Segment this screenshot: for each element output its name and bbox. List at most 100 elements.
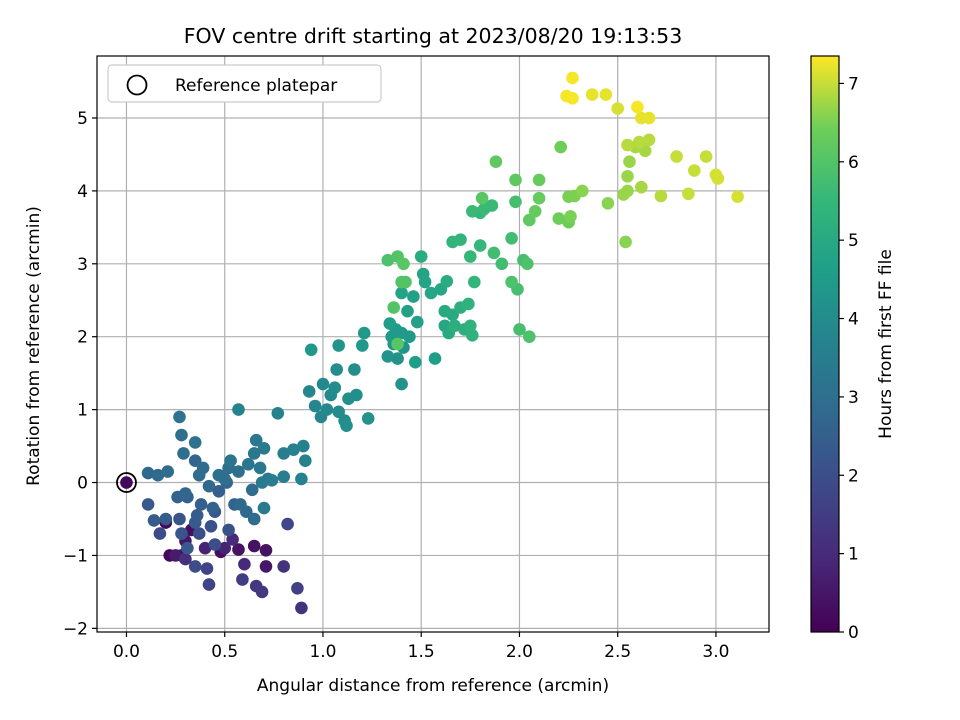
data-point bbox=[281, 517, 294, 531]
colorbar-tick-label: 1 bbox=[848, 545, 859, 565]
data-point bbox=[257, 501, 271, 515]
data-point bbox=[505, 275, 518, 289]
data-point bbox=[147, 514, 161, 527]
legend-box bbox=[107, 64, 382, 103]
data-point bbox=[194, 498, 208, 511]
data-point bbox=[466, 205, 479, 218]
data-point bbox=[222, 523, 235, 537]
data-point bbox=[304, 343, 318, 357]
data-point bbox=[308, 399, 322, 413]
data-point bbox=[173, 410, 186, 424]
reference-ring bbox=[116, 472, 137, 493]
x-tick-label: 3.0 bbox=[702, 642, 729, 662]
data-point bbox=[348, 363, 361, 376]
data-point bbox=[440, 275, 454, 288]
data-points bbox=[141, 71, 744, 615]
data-point bbox=[175, 428, 188, 442]
data-point bbox=[576, 184, 589, 198]
data-point bbox=[464, 319, 477, 333]
data-point bbox=[633, 135, 646, 149]
plot-area: 0.0 0.5 1.0 1.5 2.0 2.5 3.0 −2 −1 0 1 2 3 4 5 bbox=[63, 55, 770, 662]
data-point bbox=[175, 527, 188, 540]
data-point bbox=[277, 470, 291, 484]
data-point bbox=[295, 601, 308, 615]
data-point bbox=[409, 355, 422, 369]
data-point bbox=[173, 512, 186, 526]
data-point bbox=[190, 509, 204, 522]
data-point bbox=[253, 461, 267, 475]
data-point bbox=[619, 235, 632, 249]
data-point bbox=[631, 100, 644, 114]
x-axis-label: Angular distance from reference (arcmin) bbox=[257, 676, 609, 696]
data-point bbox=[202, 578, 216, 591]
data-point bbox=[330, 363, 344, 376]
data-point bbox=[188, 560, 202, 573]
data-point bbox=[316, 377, 330, 391]
x-tick-label: 1.0 bbox=[309, 642, 336, 662]
data-point bbox=[621, 184, 634, 198]
data-point bbox=[350, 388, 363, 402]
data-point bbox=[245, 483, 259, 497]
data-point bbox=[332, 339, 346, 352]
data-point bbox=[642, 133, 656, 147]
y-tick-label: 5 bbox=[77, 109, 88, 129]
data-point bbox=[599, 88, 613, 101]
data-point bbox=[601, 197, 615, 210]
data-point bbox=[151, 468, 165, 482]
data-point bbox=[218, 541, 231, 555]
data-point bbox=[387, 301, 401, 314]
data-point bbox=[509, 195, 522, 209]
data-point bbox=[411, 315, 424, 329]
data-point bbox=[196, 461, 210, 475]
data-point bbox=[489, 155, 503, 168]
colorbar-gradient bbox=[810, 55, 840, 633]
data-point bbox=[259, 544, 273, 557]
data-point bbox=[357, 326, 371, 340]
data-point bbox=[161, 465, 174, 478]
data-point bbox=[621, 138, 634, 152]
x-tick-label: 2.0 bbox=[506, 642, 533, 662]
data-point bbox=[277, 447, 291, 460]
data-point bbox=[232, 465, 245, 478]
data-point bbox=[532, 173, 546, 187]
data-point bbox=[179, 487, 192, 500]
legend: Reference platepar bbox=[107, 64, 382, 103]
data-point bbox=[395, 377, 408, 391]
data-point bbox=[356, 339, 369, 352]
data-point bbox=[711, 172, 725, 185]
data-point bbox=[485, 199, 499, 212]
data-point bbox=[699, 150, 713, 163]
data-point bbox=[414, 250, 428, 263]
data-point bbox=[302, 385, 316, 398]
x-tick-label: 0.0 bbox=[113, 642, 140, 662]
data-point bbox=[397, 257, 410, 271]
data-point bbox=[153, 527, 167, 540]
data-point bbox=[395, 286, 408, 300]
colorbar-label: Hours from first FF file bbox=[876, 249, 896, 439]
data-point bbox=[198, 541, 212, 555]
data-point bbox=[141, 498, 155, 511]
y-tick-label: 3 bbox=[77, 255, 88, 275]
data-point bbox=[206, 501, 220, 515]
data-point bbox=[188, 436, 202, 449]
reference-point bbox=[120, 476, 133, 489]
data-point bbox=[141, 466, 155, 480]
data-point bbox=[731, 190, 744, 203]
data-point bbox=[297, 439, 310, 453]
data-point bbox=[635, 180, 648, 194]
data-point bbox=[238, 557, 251, 571]
data-point bbox=[259, 560, 273, 573]
data-point bbox=[299, 454, 312, 468]
data-point bbox=[179, 552, 192, 566]
data-point bbox=[670, 150, 683, 163]
data-point bbox=[424, 286, 438, 300]
y-tick-label: 4 bbox=[77, 182, 88, 202]
data-point bbox=[247, 539, 261, 553]
x-tick-label: 1.5 bbox=[408, 642, 435, 662]
data-point bbox=[226, 533, 239, 546]
data-point bbox=[682, 187, 695, 201]
data-point bbox=[399, 275, 412, 289]
data-point bbox=[192, 527, 206, 540]
data-point bbox=[320, 403, 334, 416]
data-point bbox=[295, 472, 308, 486]
